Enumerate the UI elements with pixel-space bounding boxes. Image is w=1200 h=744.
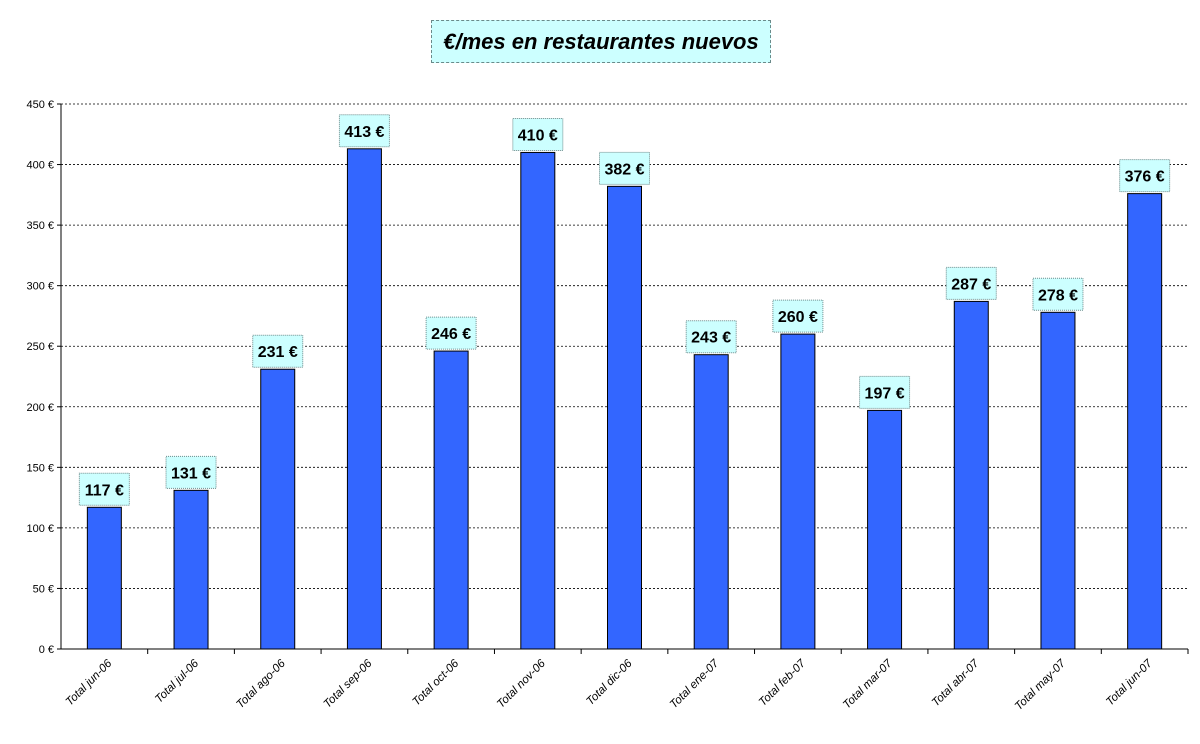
bar: [953, 300, 989, 650]
bar: [867, 409, 903, 650]
data-label: 382 €: [604, 161, 644, 178]
data-label-box: [599, 151, 650, 185]
y-tick-label: 450 €: [26, 99, 54, 111]
x-tick-label: Total feb-07: [757, 657, 809, 709]
data-label-box: [685, 320, 737, 354]
bar: [607, 185, 642, 650]
bar: [346, 148, 382, 650]
data-label-box: [772, 299, 824, 333]
x-tick-label: Total dic-06: [584, 657, 635, 708]
y-tick-label: 50 €: [33, 583, 54, 595]
data-label: 246 €: [431, 326, 471, 343]
data-label: 278 €: [1038, 287, 1078, 304]
data-label: 287 €: [951, 276, 991, 293]
x-tick-label: Total abr-07: [930, 657, 982, 709]
y-axis: 0 € 50 € 100 € 150 € 200 € 250 € 300 € 350 € 400…: [26, 99, 62, 656]
y-tick-label: 0 €: [39, 644, 54, 656]
y-tick-label: 350 €: [26, 220, 54, 232]
y-tick-label: 250 €: [26, 341, 54, 353]
data-label: 243 €: [691, 330, 731, 347]
data-label: 410 €: [518, 127, 558, 144]
data-label-box: [252, 334, 304, 368]
x-axis: Total jun-06 Total jul-06 Total ago-06 Tota…: [61, 648, 1189, 713]
data-labels: 117 € 131 € 231 € 413 € 246 € 410 € 382 € 243 €…: [78, 114, 1171, 506]
bar: [780, 333, 816, 650]
data-label-box: [425, 316, 477, 350]
x-tick-label: Total jun-06: [64, 657, 115, 708]
data-label-box: [945, 266, 997, 300]
y-tick-label: 200 €: [26, 402, 54, 414]
data-label: 260 €: [778, 309, 818, 326]
y-tick-label: 150 €: [26, 462, 54, 474]
x-tick-label: Total sep-06: [322, 657, 375, 710]
bar: [1127, 193, 1163, 650]
data-label: 231 €: [258, 344, 298, 361]
x-tick-label: Total may-07: [1013, 657, 1069, 713]
y-tick-label: 400 €: [26, 160, 54, 172]
x-tick-label: Total oct-06: [411, 657, 462, 708]
chart-title: €/mes en restaurantes nuevos: [431, 20, 771, 63]
data-label-box: [165, 455, 217, 489]
data-label: 376 €: [1125, 169, 1165, 186]
data-label-box: [1119, 159, 1171, 193]
x-tick-label: Total ago-06: [234, 657, 288, 711]
bar: [1040, 311, 1076, 650]
bar: [520, 151, 556, 650]
data-label: 413 €: [344, 124, 384, 141]
bar: [433, 350, 469, 650]
x-tick-label: Total nov-06: [495, 657, 548, 710]
bars: [86, 148, 1163, 650]
y-tick-label: 100 €: [26, 523, 54, 535]
data-label-box: [338, 114, 390, 148]
data-label-box: [1032, 277, 1084, 311]
data-label: 131 €: [171, 465, 211, 482]
bar: [86, 506, 122, 650]
bar: [260, 368, 296, 650]
bar: [173, 489, 209, 650]
x-tick-label: Total ene-07: [668, 657, 722, 711]
data-label-box: [78, 472, 130, 506]
y-tick-label: 300 €: [26, 281, 54, 293]
x-tick-label: Total mar-07: [841, 657, 895, 711]
x-tick-label: Total jun-07: [1104, 657, 1155, 708]
data-label-box: [859, 375, 911, 409]
data-label-box: [512, 117, 564, 151]
data-label: 117 €: [85, 482, 124, 499]
x-tick-label: Total jul-06: [153, 657, 201, 705]
bar: [693, 354, 729, 650]
data-label: 197 €: [865, 385, 905, 402]
